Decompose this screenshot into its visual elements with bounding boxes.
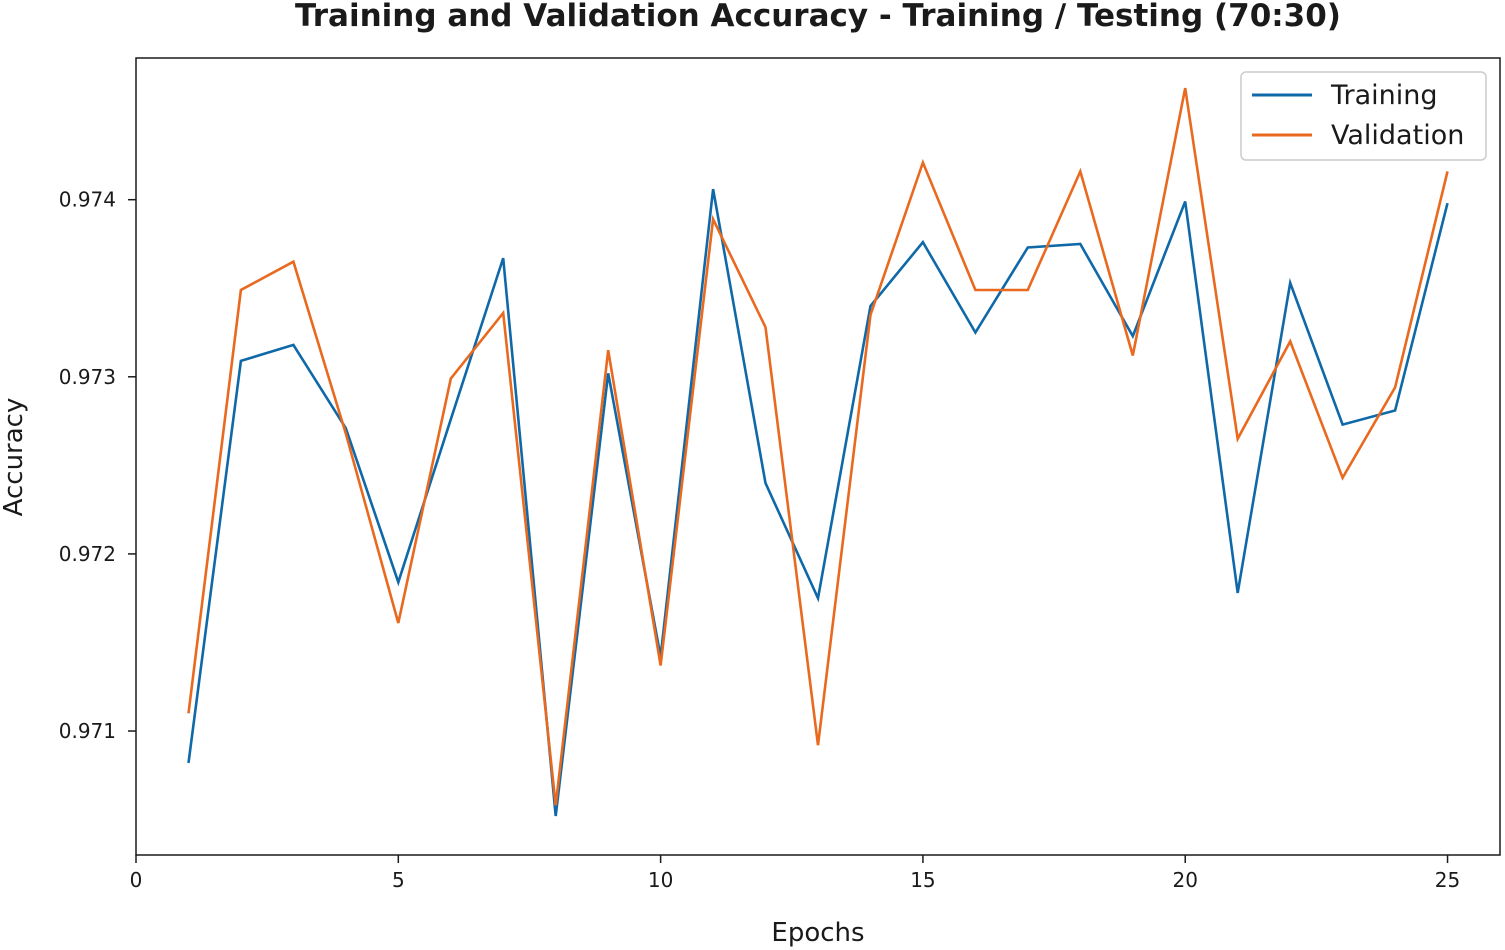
series-line-training — [187, 188, 1449, 817]
y-tick-label: 0.972 — [59, 542, 116, 566]
x-tick-label: 10 — [648, 868, 673, 892]
y-tick-label: 0.971 — [59, 719, 116, 743]
y-tick-label: 0.974 — [59, 188, 116, 212]
legend-label-training: Training — [1330, 80, 1438, 111]
y-tick-label: 0.973 — [59, 365, 116, 389]
series-layer — [187, 87, 1449, 817]
plot-frame — [135, 57, 1501, 856]
legend-label-validation: Validation — [1331, 120, 1464, 151]
y-axis-ticks: 0.971 0.972 0.973 0.974 — [59, 188, 136, 743]
plot-area — [135, 57, 1501, 856]
x-axis-ticks: 0 5 10 15 20 25 — [130, 855, 1460, 892]
x-tick-label: 15 — [910, 868, 935, 892]
legend: Training Validation — [1240, 71, 1487, 161]
x-tick-label: 0 — [130, 868, 143, 892]
x-tick-label: 25 — [1435, 868, 1460, 892]
x-tick-label: 5 — [392, 868, 405, 892]
series-line-validation — [187, 87, 1449, 806]
y-axis-label: Accuracy — [0, 398, 29, 517]
chart-title: Training and Validation Accuracy - Train… — [295, 0, 1341, 34]
x-axis-label: Epochs — [771, 918, 864, 948]
x-tick-label: 20 — [1173, 868, 1198, 892]
